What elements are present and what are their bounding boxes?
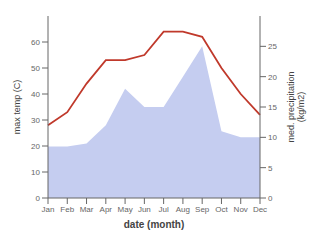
svg-text:Jan: Jan — [42, 205, 55, 214]
svg-text:10: 10 — [31, 168, 40, 177]
svg-text:Mar: Mar — [80, 205, 94, 214]
svg-text:Sep: Sep — [195, 205, 210, 214]
svg-text:60: 60 — [31, 38, 40, 47]
svg-text:med. precipitation: med. precipitation — [286, 71, 296, 142]
svg-text:Oct: Oct — [215, 205, 228, 214]
svg-text:(kg/m2): (kg/m2) — [296, 92, 306, 123]
svg-text:0: 0 — [268, 194, 273, 203]
svg-text:25: 25 — [268, 42, 277, 51]
svg-text:50: 50 — [31, 64, 40, 73]
svg-text:20: 20 — [268, 73, 277, 82]
svg-text:Nov: Nov — [234, 205, 248, 214]
svg-text:Aug: Aug — [176, 205, 190, 214]
svg-text:10: 10 — [268, 133, 277, 142]
svg-text:max temp (C): max temp (C) — [12, 80, 22, 135]
svg-text:40: 40 — [31, 90, 40, 99]
svg-text:20: 20 — [31, 142, 40, 151]
svg-text:5: 5 — [268, 164, 273, 173]
svg-text:Jun: Jun — [138, 205, 151, 214]
svg-text:May: May — [118, 205, 133, 214]
svg-text:Apr: Apr — [100, 205, 113, 214]
svg-text:Feb: Feb — [60, 205, 74, 214]
svg-text:Jul: Jul — [159, 205, 169, 214]
svg-text:0: 0 — [36, 194, 41, 203]
svg-text:Dec: Dec — [253, 205, 267, 214]
svg-text:30: 30 — [31, 116, 40, 125]
svg-text:15: 15 — [268, 103, 277, 112]
svg-text:date (month): date (month) — [124, 219, 185, 230]
